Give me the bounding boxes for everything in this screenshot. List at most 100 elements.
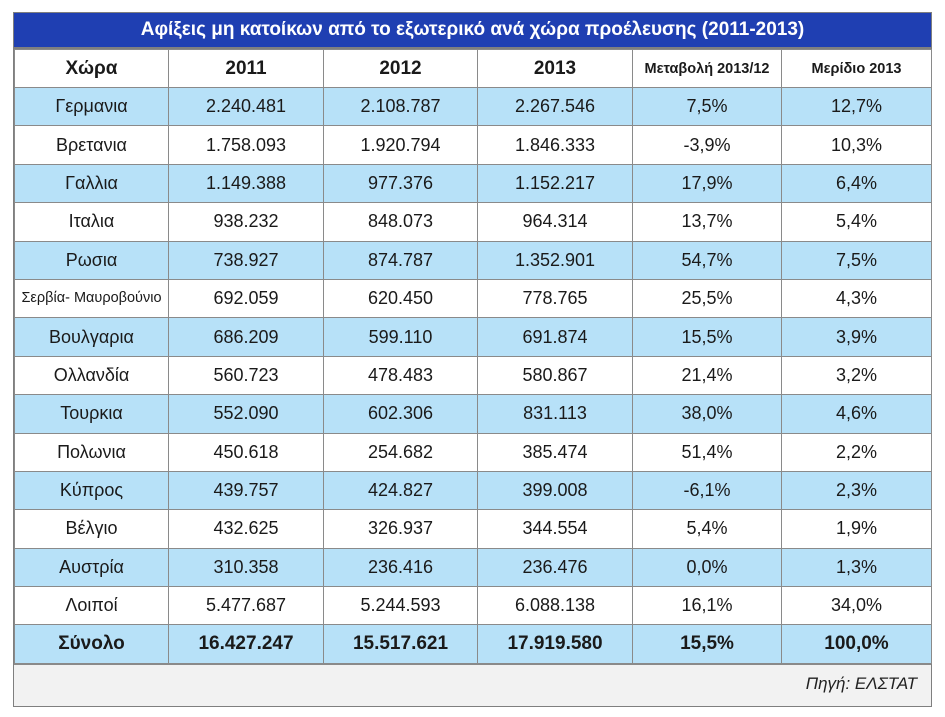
cell-share: 1,9% [781,509,932,549]
cell-change: -3,9% [632,125,782,165]
cell-2012: 1.920.794 [323,125,478,165]
table-row: Πολωνια 450.618 254.682 385.474 51,4% 2,2% [14,432,932,472]
cell-share: 7,5% [781,240,932,280]
cell-2013: 778.765 [477,278,633,319]
cell-2011: 2.240.481 [168,86,324,127]
cell-2012: 2.108.787 [323,86,478,127]
cell-2011: 439.757 [168,470,324,511]
cell-2013: 399.008 [477,470,633,511]
table-row: Αυστρία 310.358 236.416 236.476 0,0% 1,3% [14,547,932,588]
cell-change: 7,5% [632,86,782,127]
cell-share: 2,3% [781,470,932,511]
cell-change: 17,9% [632,163,782,204]
total-2012: 15.517.621 [323,624,478,665]
table-row: Βέλγιο 432.625 326.937 344.554 5,4% 1,9% [14,509,932,549]
cell-country: Κύπρος [14,470,169,511]
cell-country: Βέλγιο [14,509,169,549]
cell-2011: 938.232 [168,202,324,242]
cell-2013: 691.874 [477,317,633,357]
table-row: Γερμανια 2.240.481 2.108.787 2.267.546 7,5% 1… [14,86,932,127]
cell-country: Βρετανια [14,125,169,165]
cell-share: 5,4% [781,202,932,242]
cell-2011: 432.625 [168,509,324,549]
header-share: Μερίδιο 2013 [781,49,932,88]
cell-2012: 620.450 [323,278,478,319]
cell-share: 3,9% [781,317,932,357]
cell-2011: 686.209 [168,317,324,357]
cell-change: 54,7% [632,240,782,280]
cell-change: 21,4% [632,355,782,396]
table-row: Σερβία- Μαυροβούνιο 692.059 620.450 778.765… [14,278,932,319]
total-share: 100,0% [781,624,932,665]
cell-country: Τουρκια [14,394,169,434]
cell-2012: 602.306 [323,394,478,434]
table-row: Ολλανδία 560.723 478.483 580.867 21,4% 3,2% [14,355,932,396]
cell-change: 5,4% [632,509,782,549]
cell-2013: 831.113 [477,394,633,434]
total-change: 15,5% [632,624,782,665]
cell-2013: 385.474 [477,432,633,472]
cell-2013: 2.267.546 [477,86,633,127]
cell-2012: 874.787 [323,240,478,280]
cell-2011: 1.758.093 [168,125,324,165]
cell-2011: 5.477.687 [168,586,324,626]
cell-2013: 1.846.333 [477,125,633,165]
total-2011: 16.427.247 [168,624,324,665]
cell-change: 0,0% [632,547,782,588]
cell-change: 16,1% [632,586,782,626]
cell-2011: 738.927 [168,240,324,280]
arrivals-table: Χώρα 2011 2012 2013 Μεταβολή 2013/12 Μερ… [14,49,932,665]
header-change: Μεταβολή 2013/12 [632,49,782,88]
cell-2012: 977.376 [323,163,478,204]
cell-2012: 326.937 [323,509,478,549]
total-label: Σύνολο [14,624,169,665]
cell-country: Ολλανδία [14,355,169,396]
cell-2012: 848.073 [323,202,478,242]
header-2013: 2013 [477,49,633,88]
total-2013: 17.919.580 [477,624,633,665]
cell-share: 4,6% [781,394,932,434]
header-row: Χώρα 2011 2012 2013 Μεταβολή 2013/12 Μερ… [14,49,932,88]
cell-share: 4,3% [781,278,932,319]
cell-2011: 310.358 [168,547,324,588]
table-row: Λοιποί 5.477.687 5.244.593 6.088.138 16,1% 34… [14,586,932,626]
cell-2013: 344.554 [477,509,633,549]
header-2011: 2011 [168,49,324,88]
cell-2011: 560.723 [168,355,324,396]
cell-2012: 5.244.593 [323,586,478,626]
total-row: Σύνολο 16.427.247 15.517.621 17.919.580 … [14,624,932,665]
cell-country: Ρωσια [14,240,169,280]
cell-share: 1,3% [781,547,932,588]
cell-2011: 450.618 [168,432,324,472]
table-row: Γαλλια 1.149.388 977.376 1.152.217 17,9% 6,4% [14,163,932,204]
cell-2013: 1.352.901 [477,240,633,280]
cell-country: Βουλγαρια [14,317,169,357]
table-row: Ρωσια 738.927 874.787 1.352.901 54,7% 7,5% [14,240,932,280]
source-row: Πηγή: ΕΛΣΤΑΤ [14,664,931,706]
cell-change: 13,7% [632,202,782,242]
cell-share: 10,3% [781,125,932,165]
table-title: Αφίξεις μη κατοίκων από το εξωτερικό ανά… [14,13,931,49]
cell-2013: 580.867 [477,355,633,396]
cell-country: Πολωνια [14,432,169,472]
table-row: Κύπρος 439.757 424.827 399.008 -6,1% 2,3% [14,470,932,511]
cell-2013: 1.152.217 [477,163,633,204]
table-frame: Αφίξεις μη κατοίκων από το εξωτερικό ανά… [13,12,932,707]
cell-2013: 964.314 [477,202,633,242]
cell-share: 6,4% [781,163,932,204]
cell-change: 15,5% [632,317,782,357]
header-country: Χώρα [14,49,169,88]
cell-change: 51,4% [632,432,782,472]
header-2012: 2012 [323,49,478,88]
cell-change: -6,1% [632,470,782,511]
cell-2012: 254.682 [323,432,478,472]
cell-share: 2,2% [781,432,932,472]
table-row: Βρετανια 1.758.093 1.920.794 1.846.333 -3,9%… [14,125,932,165]
cell-2012: 236.416 [323,547,478,588]
cell-2012: 478.483 [323,355,478,396]
cell-2012: 599.110 [323,317,478,357]
cell-country: Γερμανια [14,86,169,127]
table-row: Τουρκια 552.090 602.306 831.113 38,0% 4,6% [14,394,932,434]
cell-change: 38,0% [632,394,782,434]
cell-country: Αυστρία [14,547,169,588]
